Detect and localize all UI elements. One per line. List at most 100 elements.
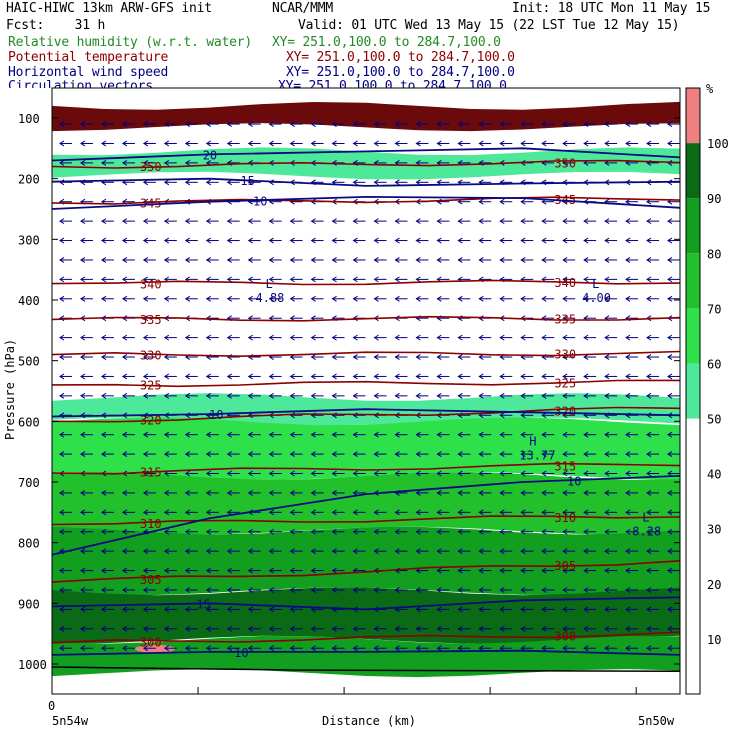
wind-vector <box>121 218 135 225</box>
wind-vector <box>80 431 93 438</box>
wind-vector <box>583 606 597 613</box>
wind-vector <box>394 276 408 283</box>
wind-vector <box>163 645 177 652</box>
wind-vector <box>289 392 303 399</box>
wind-vector <box>310 295 324 302</box>
wind-vector <box>646 645 660 652</box>
wind-vector <box>100 121 114 127</box>
wind-vector <box>646 470 660 477</box>
wind-vector <box>59 392 72 399</box>
wind-vector <box>415 392 429 399</box>
wind-vector <box>163 373 177 380</box>
wind-vector <box>163 295 177 302</box>
wind-vector <box>373 140 387 147</box>
y-tick-label: 300 <box>18 233 40 247</box>
wind-vector <box>310 548 324 555</box>
wind-vector <box>310 354 324 360</box>
rh-layer <box>52 147 680 180</box>
wind-vector <box>457 625 471 632</box>
wind-vector <box>457 470 471 477</box>
wind-vector <box>499 198 513 205</box>
wind-vector <box>142 237 156 244</box>
wind-vector <box>520 528 534 535</box>
wind-vector <box>352 489 366 496</box>
wind-vector <box>604 237 618 244</box>
wind-vector <box>184 567 198 574</box>
theta-contour <box>51 315 681 322</box>
wind-vector <box>59 451 72 458</box>
wind-vector <box>436 548 450 555</box>
theta-label: 300 <box>554 630 576 644</box>
wind-vector <box>646 276 660 283</box>
wind-vector <box>541 645 555 652</box>
wind-vector <box>59 159 72 166</box>
wind-vector <box>604 295 618 302</box>
wind-vector <box>142 587 156 593</box>
y-tick-label: 1000 <box>18 658 47 672</box>
wind-vector <box>457 509 471 516</box>
wind-vector <box>499 392 513 399</box>
wind-vector <box>625 295 639 302</box>
wind-vector <box>310 218 324 225</box>
wind-vector <box>163 528 177 535</box>
wind-vector <box>646 587 660 593</box>
wind-speed-label: 10 <box>567 474 581 488</box>
wind-vector <box>457 354 471 360</box>
wind-vector <box>415 451 429 458</box>
wind-vector <box>247 121 261 127</box>
wind-vector <box>646 295 660 302</box>
wind-vector <box>373 431 387 438</box>
wind-vector <box>436 392 450 399</box>
wind-vector <box>163 159 177 166</box>
wind-vector <box>142 451 156 458</box>
wind-vector <box>667 334 680 341</box>
theta-contour <box>51 350 681 358</box>
theta-contour <box>51 379 681 388</box>
wind-vector <box>268 528 282 535</box>
wind-vector <box>184 431 198 438</box>
wind-vector <box>667 645 680 652</box>
wind-vector <box>331 528 345 535</box>
wind-vector <box>331 121 345 127</box>
field-xy-theta: XY= 251.0,100.0 to 284.7,100.0 <box>286 50 515 65</box>
wind-vector <box>226 276 240 283</box>
wind-vector <box>121 392 135 399</box>
wind-vector <box>478 451 492 458</box>
wind-vector <box>646 121 660 127</box>
wind-vector <box>331 373 345 380</box>
wind-vector <box>226 237 240 244</box>
wind-vector <box>59 257 72 263</box>
wind-vector <box>373 625 387 632</box>
wind-vector <box>562 431 576 438</box>
wind-vector <box>184 295 198 302</box>
wind-vector <box>541 625 555 632</box>
wind-vector <box>436 587 450 593</box>
wind-vector <box>80 295 93 302</box>
wind-vector <box>352 257 366 263</box>
wind-vector <box>142 121 156 127</box>
wind-vector <box>205 567 219 574</box>
wind-vector <box>415 295 429 302</box>
wind-vector <box>604 509 618 516</box>
wind-vector <box>163 334 177 341</box>
wind-vector <box>646 257 660 263</box>
wind-vector <box>121 645 135 652</box>
wind-vector <box>646 140 660 147</box>
wind-vector <box>59 140 72 147</box>
wind-vector <box>247 334 261 341</box>
wind-vector <box>247 431 261 438</box>
wind-vector <box>184 470 198 477</box>
wind-vector <box>80 334 93 341</box>
wind-vector <box>457 257 471 263</box>
wind-vector <box>625 218 639 225</box>
colorbar-tick-label: 50 <box>707 413 721 427</box>
wind-speed-contour <box>51 195 681 210</box>
wind-vector <box>184 606 198 613</box>
wind-vector <box>142 295 156 302</box>
theta-label: 325 <box>554 377 576 391</box>
wind-vector <box>226 257 240 263</box>
wind-vector <box>121 625 135 632</box>
wind-vector <box>520 140 534 147</box>
wind-vector <box>667 489 680 496</box>
wind-vector <box>394 451 408 458</box>
